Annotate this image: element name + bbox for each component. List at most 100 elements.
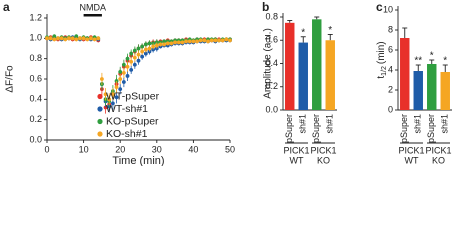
significance-mark: * [430,51,434,62]
data-point [140,54,145,59]
y-tick-label: 2 [388,84,393,94]
panel-label: c [376,0,383,14]
data-point [78,36,82,41]
bar [413,71,423,110]
data-point [180,40,185,45]
data-point [129,67,134,72]
x-tick-label: sh#1 [298,114,308,134]
stimulus-label: NMDA [80,2,107,12]
x-tick-label: 20 [115,144,125,154]
data-point [70,36,75,41]
data-point [45,36,49,41]
y-tick-label: 6 [388,44,393,54]
data-point [110,101,115,106]
significance-mark: ** [414,56,422,67]
y-tick-label: 4 [388,64,393,74]
data-point [158,42,163,47]
x-tick-label: 40 [188,144,198,154]
data-point [110,92,115,97]
data-point [202,38,207,43]
bar [400,38,410,110]
data-point [74,34,79,39]
data-point [136,46,141,51]
panel-label: b [262,0,269,14]
data-point [121,62,126,67]
y-tick-label: 0.0 [29,134,42,144]
group-label: PICK1 [398,145,424,155]
data-point [184,39,188,44]
data-point [125,74,130,78]
y-axis-label-part: t [376,76,387,79]
data-point [206,39,210,44]
data-point [198,38,203,43]
y-tick-label: 0.8 [265,11,278,21]
data-point [107,97,112,102]
stimulus-bar [83,14,102,17]
data-point [162,39,167,44]
y-tick-label: 0 [388,104,393,114]
y-tick-label: 1.0 [29,33,42,43]
legend-marker [97,93,103,100]
x-tick-label: pSuper [311,114,321,143]
bar [312,19,322,111]
data-point [89,36,93,41]
x-tick-label: 50 [225,144,235,154]
bar [427,64,437,110]
data-point [100,77,104,81]
data-point [195,39,199,44]
data-point [132,48,137,53]
data-point [213,38,218,43]
bar [440,72,450,110]
data-point [125,64,130,69]
data-point [103,92,108,97]
y-tick-label: 10 [383,4,393,14]
data-point [165,41,170,46]
data-point [176,40,181,45]
data-point [59,36,64,41]
y-tick-label: 0.6 [29,73,42,83]
data-point [143,51,148,56]
data-point [74,37,79,42]
group-label: PICK1 [425,145,451,155]
x-tick-label: sh#1 [413,114,423,134]
y-tick-label: 0.2 [29,114,42,124]
data-point [56,36,60,41]
data-point [114,95,119,100]
bar [325,40,335,110]
data-point [169,41,174,46]
legend-marker [97,106,103,112]
data-point [217,38,221,43]
data-point [140,49,145,54]
data-point [147,46,152,51]
data-point [143,47,148,52]
legend-label: KO-pSuper [106,115,159,127]
data-point [187,39,192,44]
data-point [118,77,123,81]
significance-mark: * [301,27,305,38]
y-tick-label: 0.8 [29,53,42,63]
y-axis-label: Amplitude (a.u.) [263,28,274,99]
bar [298,42,308,111]
significance-mark: * [328,25,332,36]
data-point [67,36,71,41]
group-label: PICK1 [310,145,336,155]
data-point [162,42,167,47]
data-point [224,37,229,42]
x-tick-label: 10 [79,144,89,154]
y-axis-label: t1/2 (min) [376,41,388,78]
data-point [114,85,119,90]
group-label: WT [290,155,304,165]
data-point [129,51,134,56]
data-point [173,40,178,45]
data-point [220,38,225,43]
data-point [118,69,123,74]
x-tick-label: pSuper [284,114,294,143]
data-point [228,38,232,43]
y-axis-label-sub: 1/2 [381,66,388,76]
data-point [136,58,141,63]
legend-marker [97,118,103,125]
data-point [132,62,137,67]
data-point [118,87,123,92]
group-label: PICK1 [283,145,309,155]
